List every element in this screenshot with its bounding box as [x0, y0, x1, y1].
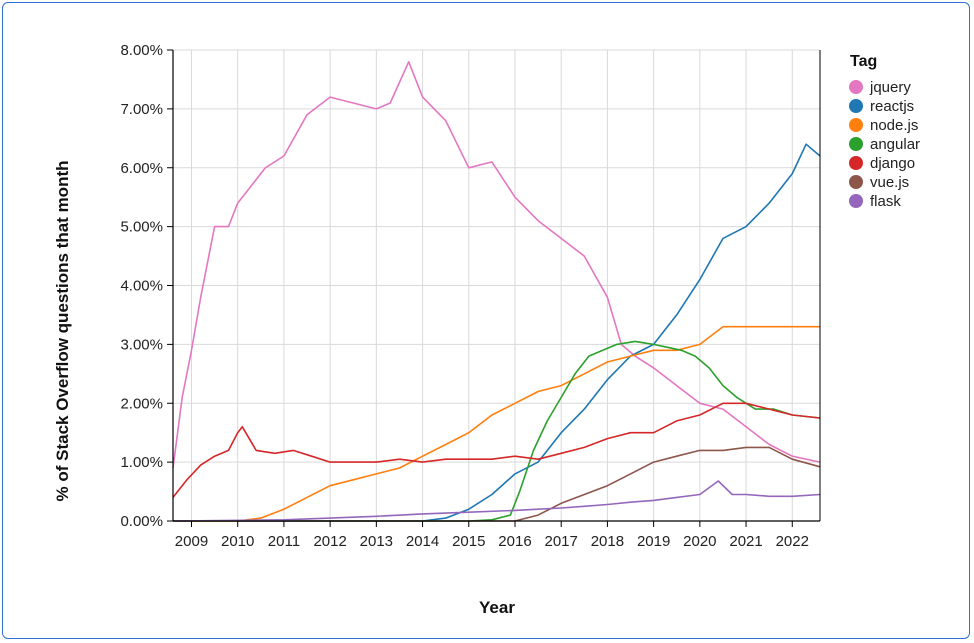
legend-label: reactjs	[870, 98, 914, 115]
y-tick-label: 7.00%	[120, 101, 163, 118]
legend: Tag jquery reactjs node.js angular django vue…	[849, 53, 920, 210]
x-tick-label: 2021	[729, 533, 762, 550]
legend-swatch	[849, 156, 863, 170]
y-axis-title: % of Stack Overflow questions that month	[53, 161, 72, 502]
legend-label: vue.js	[870, 174, 909, 191]
legend-swatch	[849, 99, 863, 113]
series-lines	[172, 60, 821, 522]
x-tick-label: 2012	[313, 533, 346, 550]
legend-label: jquery	[869, 79, 911, 96]
y-tick-label: 5.00%	[120, 219, 163, 236]
series-line-reactjs	[173, 143, 821, 522]
series-line-angular	[173, 340, 821, 522]
y-tick-label: 1.00%	[120, 454, 163, 471]
series-line-flask	[172, 480, 821, 522]
legend-swatch	[849, 194, 863, 208]
x-tick-label: 2016	[498, 533, 531, 550]
x-tick-label: 2018	[591, 533, 624, 550]
series-line-vue-js	[173, 446, 821, 522]
y-tick-label: 8.00%	[120, 42, 163, 59]
x-tick-label: 2010	[221, 533, 254, 550]
x-tick-label: 2019	[637, 533, 670, 550]
y-tick-label: 3.00%	[120, 336, 163, 353]
series-line-jquery	[172, 60, 821, 469]
y-tick-label: 0.00%	[120, 513, 163, 530]
series-line-node-js	[173, 325, 820, 522]
legend-swatch	[849, 118, 863, 132]
y-tick-label: 6.00%	[120, 160, 163, 177]
legend-label: flask	[870, 193, 901, 210]
x-axis-title: Year	[479, 598, 515, 617]
legend-swatch	[849, 175, 863, 189]
legend-title: Tag	[850, 53, 877, 70]
legend-label: angular	[870, 136, 920, 153]
legend-label: django	[870, 155, 915, 172]
x-tick-label: 2014	[406, 533, 439, 550]
x-tick-label: 2013	[360, 533, 393, 550]
x-tick-label: 2011	[268, 533, 300, 550]
series-line-django	[172, 402, 821, 498]
legend-swatch	[849, 80, 863, 94]
x-tick-label: 2015	[452, 533, 485, 550]
y-tick-label: 2.00%	[120, 395, 163, 412]
x-tick-label: 2020	[683, 533, 716, 550]
legend-label: node.js	[870, 117, 918, 134]
axes: 0.00% 1.00% 2.00% 3.00% 4.00% 5.00% 6.00% 7.00%…	[120, 42, 821, 550]
legend-swatch	[849, 137, 863, 151]
y-tick-label: 4.00%	[120, 278, 163, 295]
x-tick-label: 2009	[175, 533, 208, 550]
x-tick-label: 2022	[776, 533, 809, 550]
x-tick-label: 2017	[545, 533, 578, 550]
